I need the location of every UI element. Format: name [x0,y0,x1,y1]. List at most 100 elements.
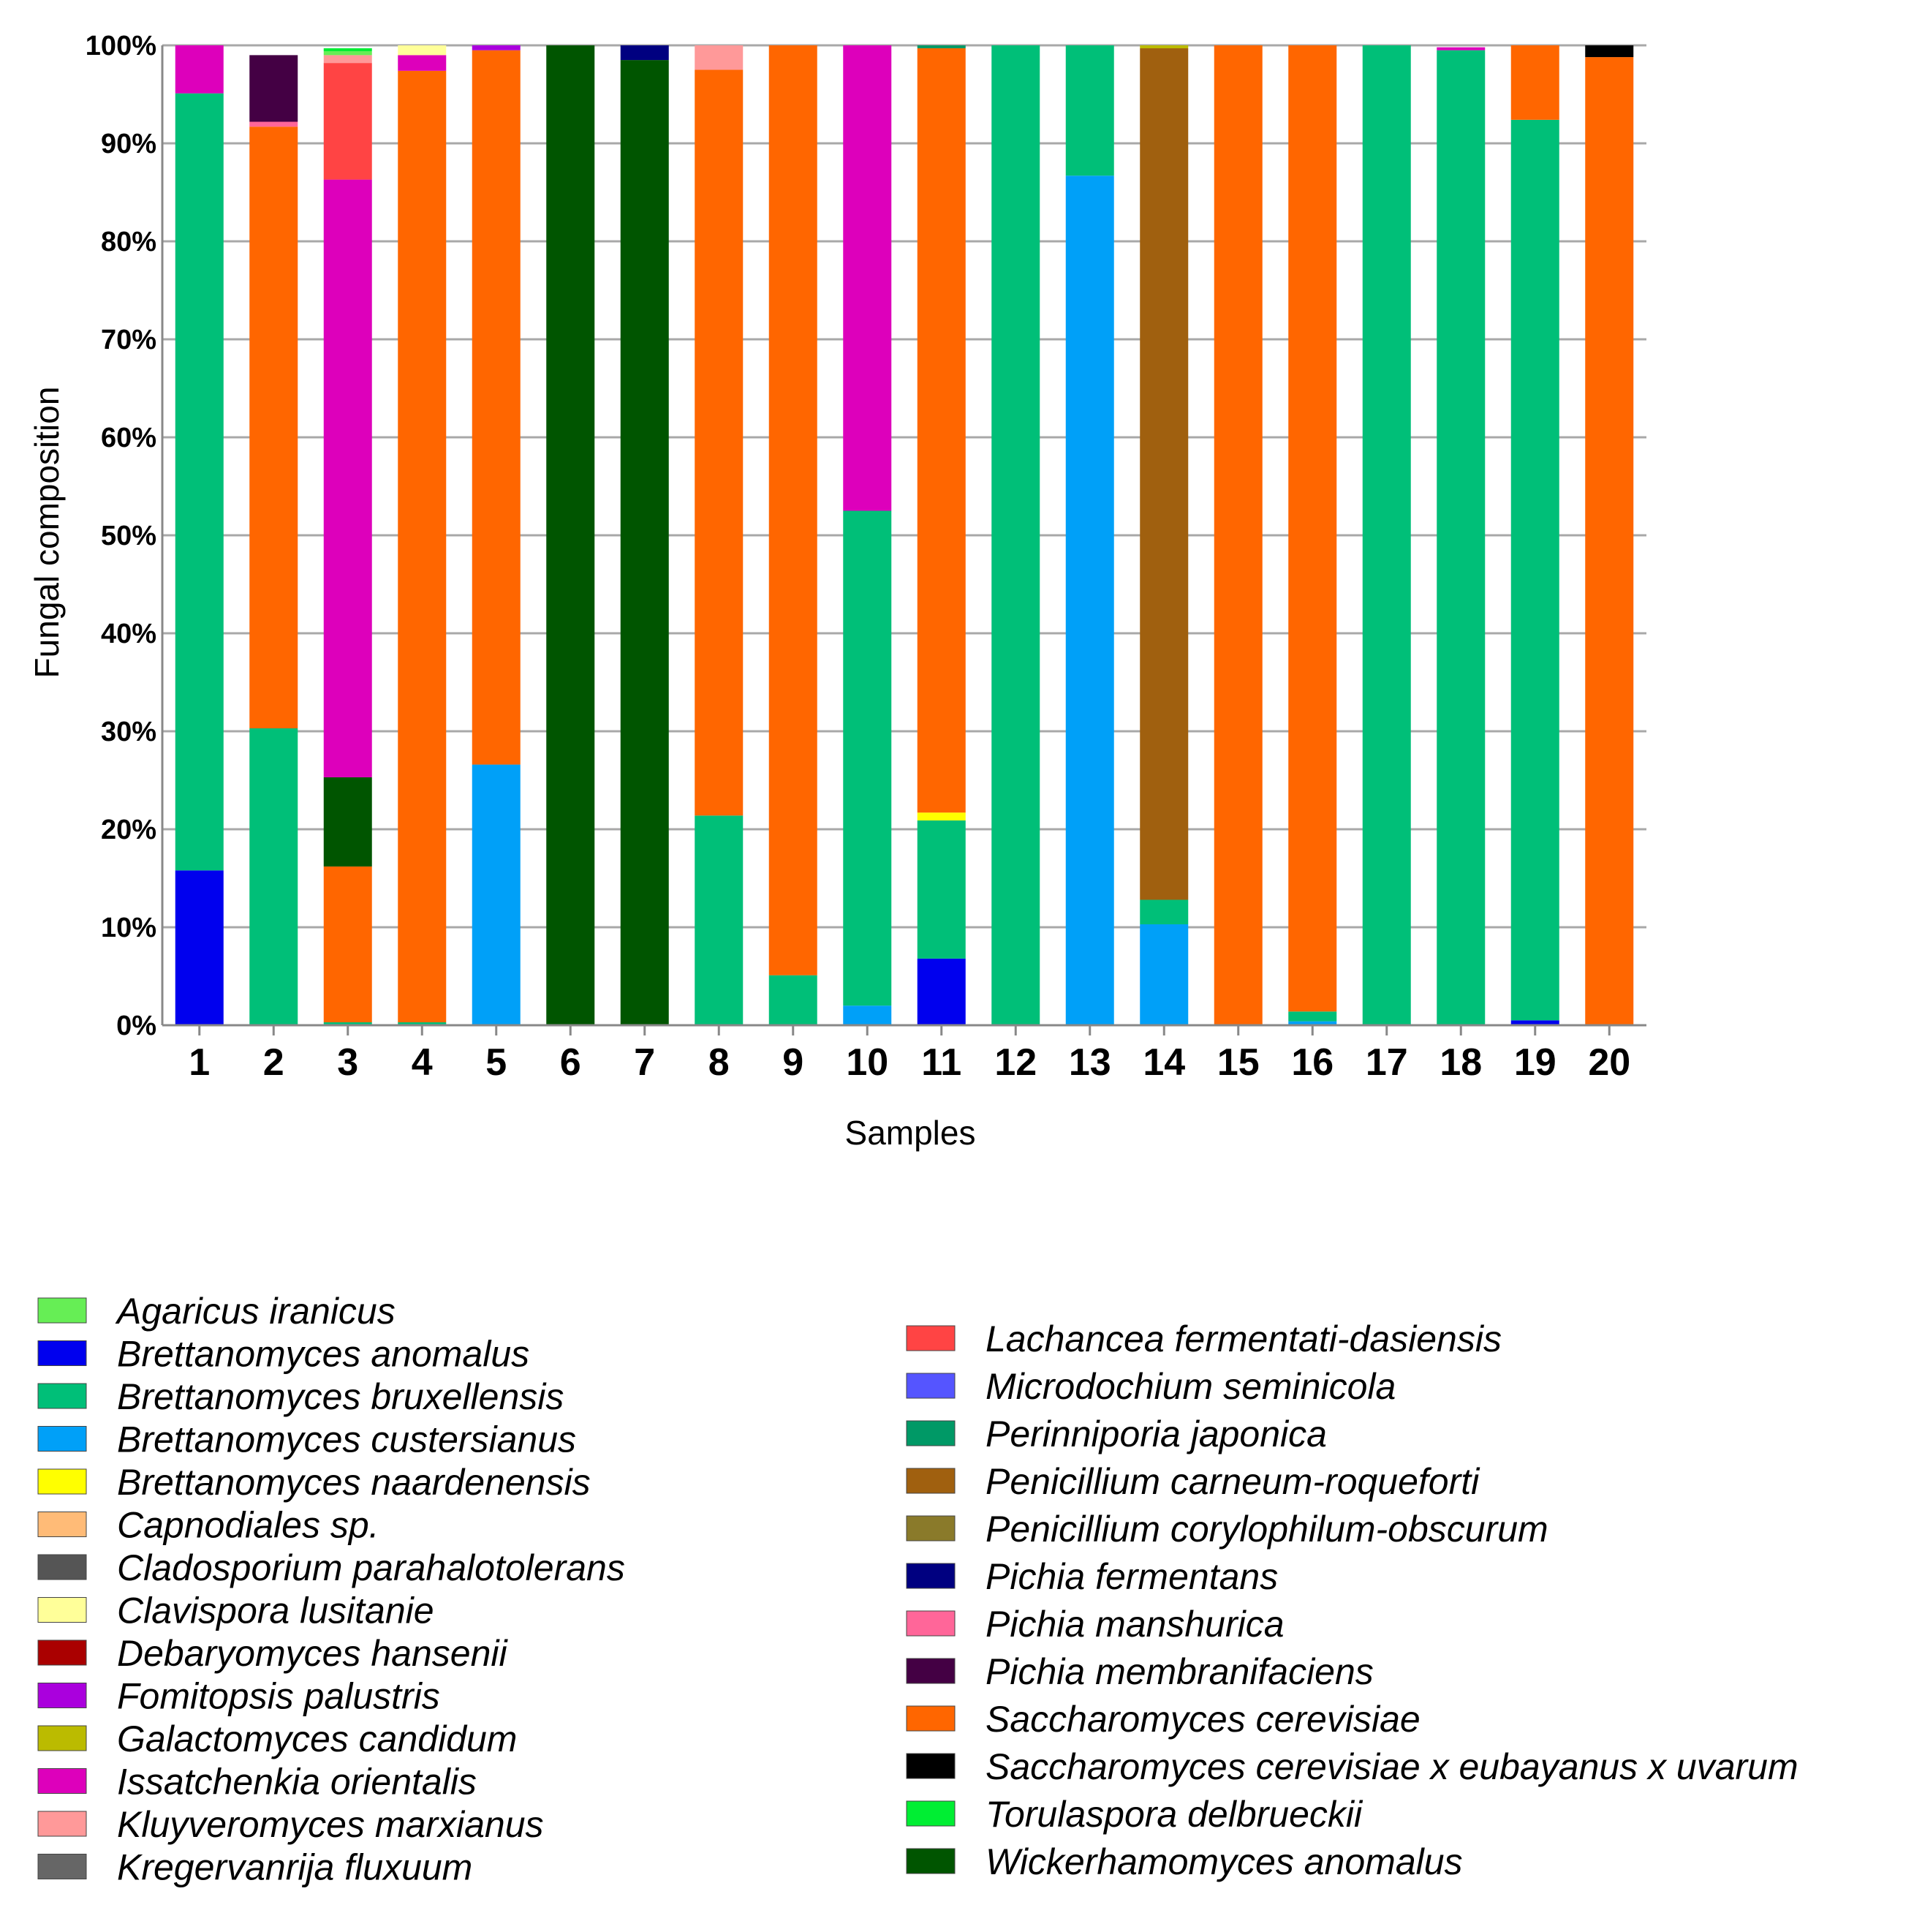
bar-segment-brettanomyces-bruxellensis [1288,1011,1337,1022]
bar-segment-issatchenkia-orientalis [175,45,224,94]
legend-label: Agaricus iranicus [115,1291,396,1332]
x-tick-label: 19 [1514,1041,1556,1084]
bar-segment-pichia-manshurica [249,121,298,127]
legend-item-agaricus-iranicus: Agaricus iranicus [37,1291,396,1332]
legend-swatch [906,1800,956,1827]
legend-swatch [37,1426,87,1452]
bar-segment-issatchenkia-orientalis [398,55,447,71]
legend-label: Clavispora lusitanie [117,1590,434,1631]
legend-item-lachancea-fermentati-dasiensis: Lachancea fermentati-dasiensis [906,1318,1502,1359]
bar-segment-brettanomyces-custersianus [1140,924,1189,1025]
bar-stack-sample-5 [472,45,521,1025]
bar-segment-brettanomyces-bruxellensis [1140,899,1189,924]
bar-segment-brettanomyces-custersianus [472,764,521,1025]
bar-stack-sample-4 [398,45,447,1025]
legend-item-torulaspora-delbrueckii: Torulaspora delbrueckii [906,1794,1363,1835]
legend-swatch [906,1373,956,1399]
bar-stack-sample-6 [546,45,595,1025]
legend-swatch [37,1340,87,1366]
bar-stack-sample-14 [1140,45,1189,1025]
legend-swatch [37,1639,87,1666]
bar-segment-pichia-fermentans [620,45,669,61]
x-tick-label: 18 [1440,1041,1482,1084]
bar-segment-saccharomyces-cerevisiae [472,50,521,765]
legend-label: Penicillium carneum-roqueforti [986,1461,1480,1502]
y-tick-label: 30% [101,717,156,747]
x-tick-label: 9 [782,1041,803,1084]
x-tick-label: 20 [1588,1041,1630,1084]
legend-label: Fomitopsis palustris [117,1676,440,1717]
bar-stack-sample-10 [843,45,892,1025]
bar-segment-kluyveromyces-marxianus [695,45,744,70]
x-tick-label: 14 [1143,1041,1185,1084]
axes [161,45,1646,1035]
legend-label: Brettanomyces custersianus [117,1419,576,1460]
legend-item-capnodiales-sp: Capnodiales sp. [37,1505,379,1546]
bar-segment-saccharomyces-cerevisiae-x-eubayanus-x-uvarum [1585,45,1634,58]
legend-swatch [37,1768,87,1794]
y-tick-label: 40% [101,619,156,649]
legend-label: Capnodiales sp. [117,1505,379,1546]
legend-item-galactomyces-candidum: Galactomyces candidum [37,1718,517,1759]
x-tick-label: 10 [846,1041,888,1084]
x-tick-label: 1 [189,1041,210,1084]
x-tick-label: 15 [1217,1041,1260,1084]
legend-label: Perinniporia japonica [986,1414,1327,1454]
bar-segment-saccharomyces-cerevisiae [1585,57,1634,1026]
bar-stack-sample-16 [1288,45,1337,1025]
bar-segment-brettanomyces-bruxellensis [1362,45,1411,1025]
legend-item-perinniporia-japonica: Perinniporia japonica [906,1414,1327,1454]
bar-segment-issatchenkia-orientalis [1437,47,1486,50]
legend-swatch [906,1420,956,1446]
bar-segment-saccharomyces-cerevisiae [1510,45,1559,120]
legend-swatch [906,1658,956,1684]
bar-segment-saccharomyces-cerevisiae [1214,45,1263,1025]
legend-label: Debaryomyces hansenii [117,1633,508,1674]
bar-stack-sample-17 [1362,45,1411,1025]
bar-segment-saccharomyces-cerevisiae [917,48,966,813]
bar-segment-saccharomyces-cerevisiae [398,70,447,1022]
x-tick-label: 3 [337,1041,358,1084]
legend-swatch [37,1683,87,1708]
legend-label: Brettanomyces anomalus [117,1334,529,1375]
bar-segment-saccharomyces-cerevisiae [249,127,298,728]
legend-label: Pichia membranifaciens [986,1651,1374,1692]
bar-stack-sample-15 [1214,45,1263,1025]
bar-stack-sample-9 [768,45,817,1025]
legend-label: Saccharomyces cerevisiae [986,1699,1421,1740]
y-tick-label: 80% [101,227,156,257]
bar-stack-sample-20 [1585,45,1634,1026]
bar-segment-saccharomyces-cerevisiae [695,69,744,816]
bar-segment-brettanomyces-bruxellensis [991,45,1040,1025]
legend-label: Wickerhamomyces anomalus [986,1841,1463,1882]
legend-item-brettanomyces-custersianus: Brettanomyces custersianus [37,1419,576,1460]
legend-swatch [906,1705,956,1732]
bar-segment-perinniporia-japonica [917,45,966,49]
legend-swatch [37,1297,87,1324]
x-tick-label: 12 [994,1041,1037,1084]
bar-segment-brettanomyces-anomalus [917,958,966,1025]
bar-segment-brettanomyces-custersianus [1288,1021,1337,1025]
x-tick-label: 2 [263,1041,284,1084]
bar-segment-brettanomyces-anomalus [175,870,224,1025]
bar-stack-sample-8 [695,45,744,1025]
y-tick-label: 0% [116,1011,156,1041]
bar-segment-brettanomyces-bruxellensis [175,93,224,871]
gridlines [162,44,1646,1027]
bars [175,45,1634,1026]
bar-stack-sample-12 [991,45,1040,1025]
legend-swatch [37,1383,87,1409]
x-tick-label: 5 [485,1041,507,1084]
bar-stack-sample-11 [917,45,966,1025]
legend-label: Pichia manshurica [986,1604,1285,1645]
bar-stack-sample-13 [1065,45,1114,1026]
legend-item-saccharomyces-cerevisiae: Saccharomyces cerevisiae [906,1699,1421,1740]
bar-segment-saccharomyces-cerevisiae [1288,45,1337,1012]
y-tick-label: 20% [101,815,156,845]
bar-segment-fomitopsis-palustris [472,45,521,50]
bar-segment-brettanomyces-bruxellensis [695,815,744,1025]
bar-segment-brettanomyces-bruxellensis [917,820,966,959]
legend-swatch [906,1848,956,1874]
legend-label: Brettanomyces naardenensis [117,1462,591,1503]
